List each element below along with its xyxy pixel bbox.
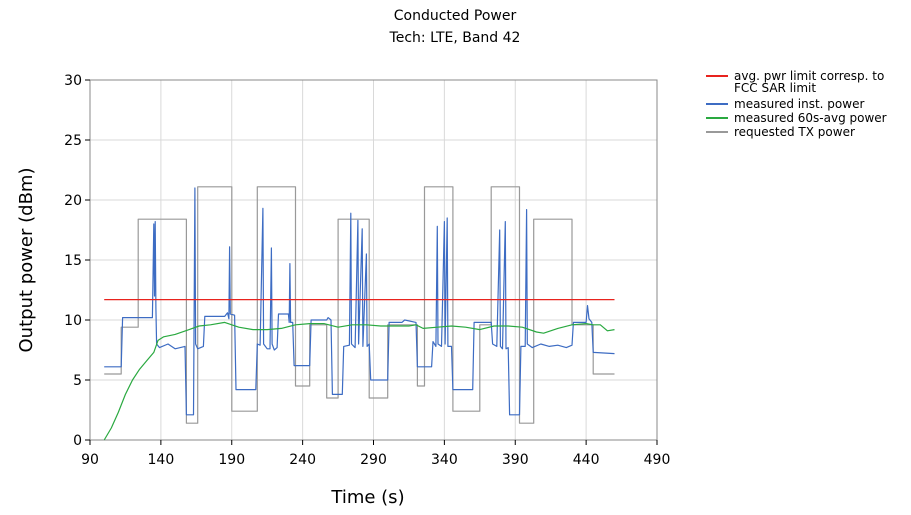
series-line-60s-avg	[103, 321, 615, 441]
x-tick-label: 240	[289, 452, 316, 468]
series-line-inst-power	[104, 187, 615, 416]
x-axis-label: Time (s)	[330, 487, 404, 508]
y-tick-label: 10	[64, 313, 82, 329]
legend-item-inst-power: measured inst. power	[706, 97, 864, 111]
legend-label: requested TX power	[734, 125, 855, 139]
y-axis-label: Output power (dBm)	[16, 168, 37, 353]
legend-label: measured inst. power	[734, 97, 864, 111]
x-tick-label: 490	[644, 452, 671, 468]
x-tick-label: 90	[81, 452, 99, 468]
y-axis-ticks: 0 5 10 15 20 25 30	[64, 73, 90, 449]
y-tick-label: 25	[64, 133, 82, 149]
x-tick-label: 140	[148, 452, 175, 468]
chart-subtitle: Tech: LTE, Band 42	[389, 30, 521, 46]
x-tick-label: 190	[218, 452, 245, 468]
y-tick-label: 20	[64, 193, 82, 209]
x-tick-label: 390	[502, 452, 529, 468]
x-tick-label: 290	[360, 452, 387, 468]
chart-title: Conducted Power	[394, 8, 517, 24]
series-group	[103, 186, 615, 441]
y-tick-label: 5	[73, 373, 82, 389]
legend-label: avg. pwr limit corresp. to	[734, 69, 884, 83]
series-line-requested-tx	[104, 186, 615, 424]
legend-label: measured 60s-avg power	[734, 111, 887, 125]
y-tick-label: 15	[64, 253, 82, 269]
y-tick-label: 30	[64, 73, 82, 89]
x-tick-label: 440	[573, 452, 600, 468]
x-axis-ticks: 90 140 190 240 290 340 390 440 490	[81, 440, 670, 468]
legend-item-60s-avg: measured 60s-avg power	[706, 111, 887, 125]
x-tick-label: 340	[431, 452, 458, 468]
y-tick-label: 0	[73, 433, 82, 449]
legend-label: FCC SAR limit	[734, 81, 816, 95]
legend-item-requested-tx: requested TX power	[706, 125, 855, 139]
